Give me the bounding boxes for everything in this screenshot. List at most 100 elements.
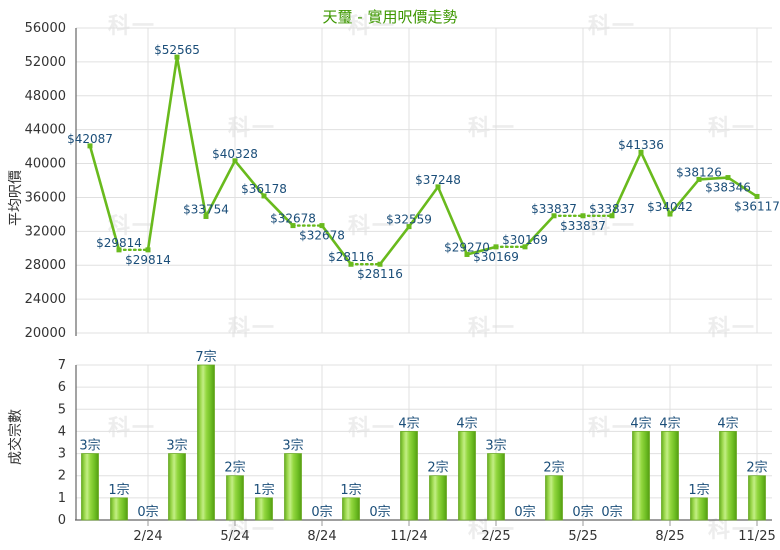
y-axis-tick-label: 52000 bbox=[25, 55, 66, 70]
price-point-marker bbox=[116, 247, 122, 253]
bar-value-label: 4宗 bbox=[659, 415, 680, 431]
price-point-marker bbox=[725, 175, 731, 181]
price-line-segment bbox=[668, 178, 701, 216]
price-point-marker bbox=[609, 213, 615, 219]
transaction-bar bbox=[400, 431, 418, 521]
price-point-label: $29814 bbox=[125, 253, 171, 267]
transaction-bar bbox=[661, 431, 679, 521]
price-point-label: $30169 bbox=[473, 250, 519, 264]
bar-value-label: 2宗 bbox=[427, 460, 448, 476]
price-point-marker bbox=[522, 244, 528, 250]
price-line-segment bbox=[465, 245, 498, 256]
price-point-marker bbox=[638, 149, 644, 155]
price-point-marker bbox=[348, 261, 354, 267]
price-point-marker bbox=[580, 213, 586, 219]
y-axis-tick-label: 48000 bbox=[25, 89, 66, 104]
x-axis-tick-label: 5/25 bbox=[568, 529, 597, 544]
x-axis-tick-label: 2/25 bbox=[481, 529, 510, 544]
bar-value-label: 4宗 bbox=[630, 415, 651, 431]
price-point-label: $37248 bbox=[415, 173, 461, 187]
y-axis-tick-label: 24000 bbox=[25, 292, 66, 307]
y-axis-tick-label: 0 bbox=[58, 513, 66, 528]
price-line-segment bbox=[233, 159, 266, 198]
y-axis-tick-label: 1 bbox=[58, 491, 66, 506]
price-point-marker bbox=[174, 54, 180, 60]
transaction-bar bbox=[284, 453, 302, 521]
transaction-bar bbox=[487, 453, 505, 521]
price-point-label: $42087 bbox=[67, 132, 113, 146]
transaction-bar bbox=[458, 431, 476, 521]
price-point-marker bbox=[319, 223, 325, 229]
price-point-marker bbox=[232, 158, 238, 164]
price-line-segment bbox=[697, 176, 730, 181]
bar-value-label: 0宗 bbox=[311, 504, 332, 520]
price-line-segment bbox=[523, 214, 556, 249]
bar-value-label: 3宗 bbox=[282, 438, 303, 454]
transaction-bar bbox=[81, 453, 99, 521]
x-axis-tick-label: 2/24 bbox=[133, 529, 162, 544]
price-point-label: $32678 bbox=[270, 212, 316, 226]
price-line-segment bbox=[88, 144, 121, 252]
price-line-segment bbox=[639, 150, 672, 216]
price-point-label: $33837 bbox=[531, 202, 577, 216]
price-point-label: $38346 bbox=[705, 181, 751, 195]
chart-title: 天璽 - 實用呎價走勢 bbox=[322, 8, 458, 26]
price-line-segment bbox=[146, 55, 179, 252]
transaction-bar bbox=[545, 475, 563, 521]
price-point-label: $36178 bbox=[241, 182, 287, 196]
x-axis-tick-label: 8/24 bbox=[307, 529, 336, 544]
bar-value-label: 4宗 bbox=[456, 415, 477, 431]
bottom-chart-axis-title: 成交宗數 bbox=[7, 409, 24, 465]
transaction-bar bbox=[168, 453, 186, 521]
price-line-segment bbox=[726, 176, 759, 198]
price-point-label: $40328 bbox=[212, 147, 258, 161]
transaction-bar bbox=[342, 497, 360, 521]
bar-value-label: 2宗 bbox=[224, 460, 245, 476]
x-axis-tick-label: 8/25 bbox=[655, 529, 684, 544]
price-point-marker bbox=[377, 261, 383, 267]
transaction-bar bbox=[632, 431, 650, 521]
price-line-segment bbox=[378, 225, 411, 266]
price-point-marker bbox=[551, 213, 557, 219]
price-point-label: $33837 bbox=[560, 219, 606, 233]
price-point-marker bbox=[696, 176, 702, 182]
bar-value-label: 3宗 bbox=[485, 438, 506, 454]
price-point-label: $36117 bbox=[734, 199, 780, 213]
transaction-bar bbox=[255, 497, 273, 521]
bar-value-label: 1宗 bbox=[108, 482, 129, 498]
price-point-label: $52565 bbox=[154, 43, 200, 57]
y-axis-tick-label: 40000 bbox=[25, 157, 66, 172]
price-point-label: $41336 bbox=[618, 138, 664, 152]
y-axis-tick-label: 20000 bbox=[25, 326, 66, 341]
bar-value-label: 0宗 bbox=[514, 504, 535, 520]
y-axis-tick-label: 6 bbox=[58, 380, 66, 395]
price-point-marker bbox=[406, 224, 412, 230]
y-axis-tick-label: 32000 bbox=[25, 224, 66, 239]
bar-value-label: 1宗 bbox=[340, 482, 361, 498]
price-point-label: $29814 bbox=[96, 236, 142, 250]
bar-value-label: 1宗 bbox=[253, 482, 274, 498]
transaction-bar bbox=[197, 364, 215, 521]
bar-value-label: 0宗 bbox=[601, 504, 622, 520]
price-point-label: $38126 bbox=[676, 165, 722, 179]
price-line-segment bbox=[436, 185, 469, 256]
price-line-segment bbox=[610, 150, 643, 218]
price-point-marker bbox=[87, 143, 93, 149]
price-point-label: $33837 bbox=[589, 202, 635, 216]
x-axis-tick-label: 11/25 bbox=[738, 529, 775, 544]
price-point-marker bbox=[290, 223, 296, 229]
transaction-bar bbox=[690, 497, 708, 521]
price-point-marker bbox=[203, 213, 209, 219]
bar-value-label: 2宗 bbox=[543, 460, 564, 476]
bar-value-label: 2宗 bbox=[746, 460, 767, 476]
transaction-bar bbox=[429, 475, 447, 521]
price-point-marker bbox=[145, 247, 151, 253]
price-point-label: $32559 bbox=[386, 213, 432, 227]
bar-value-label: 3宗 bbox=[79, 438, 100, 454]
transaction-bar bbox=[719, 431, 737, 521]
price-point-label: $32678 bbox=[299, 229, 345, 243]
price-line-segment bbox=[175, 55, 208, 218]
y-axis-tick-label: 28000 bbox=[25, 258, 66, 273]
price-point-marker bbox=[261, 193, 267, 199]
